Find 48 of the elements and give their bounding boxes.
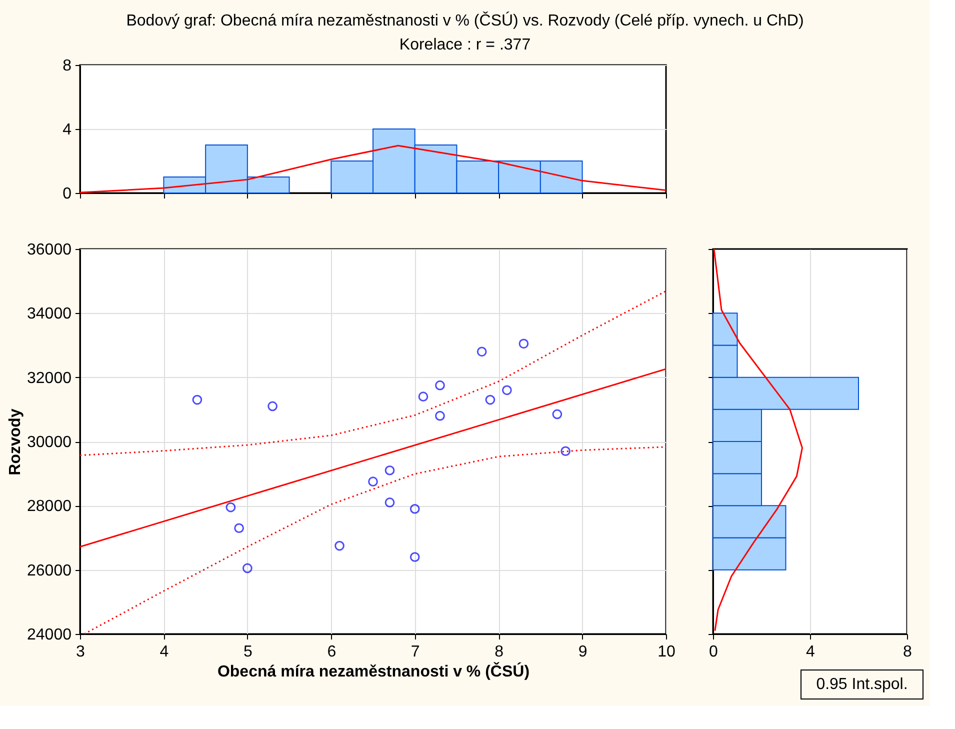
y-tick-label: 36000 <box>27 242 72 258</box>
point <box>368 476 378 487</box>
text: 0.95 Int.spol. <box>816 676 908 693</box>
x-tick-label: 8 <box>903 644 912 660</box>
point <box>268 401 278 412</box>
point <box>242 563 252 574</box>
x-tick-label: 10 <box>658 644 676 660</box>
y-tick-label: 24000 <box>27 626 72 644</box>
chart-title: Bodový graf: Obecná míra nezaměstnanosti v % (ČSÚ) vs. Rozvody (Celé příp. vynech. u ChD) <box>126 11 804 30</box>
point <box>502 385 512 396</box>
y-tick-label: 26000 <box>27 562 72 580</box>
x-tick-label: 9 <box>578 644 588 660</box>
point <box>518 338 529 349</box>
point <box>192 394 202 405</box>
point <box>418 392 428 402</box>
x-tick-label: 6 <box>327 644 336 660</box>
x-tick-label: 8 <box>494 644 504 660</box>
point <box>435 410 445 421</box>
point <box>410 552 420 562</box>
point <box>384 465 395 476</box>
point <box>435 380 445 390</box>
line-series <box>83 446 666 634</box>
point <box>476 346 487 357</box>
y-tick-label: 32000 <box>27 370 72 387</box>
y-tick-label: 28000 <box>27 498 72 516</box>
y-tick-label: 34000 <box>27 306 72 323</box>
point <box>234 523 244 534</box>
x-tick-label: 5 <box>243 644 252 660</box>
point <box>384 498 395 508</box>
point <box>410 504 420 514</box>
point <box>560 446 570 456</box>
x-tick-label: 3 <box>76 644 86 660</box>
x-axis-title: Obecná míra nezaměstnanosti v % (ČSÚ) <box>217 662 530 680</box>
x-tick-label: 7 <box>410 644 420 660</box>
y-tick-label: 30000 <box>27 434 72 451</box>
point <box>552 409 562 420</box>
line-series <box>80 290 666 456</box>
point <box>485 394 496 405</box>
y-tick-label: 0 <box>62 186 72 202</box>
point <box>226 502 236 512</box>
point <box>334 540 344 551</box>
x-tick-label: 4 <box>806 644 816 660</box>
y-tick-label: 8 <box>62 58 72 74</box>
chart-subtitle: Korelace : r = .377 <box>399 36 531 54</box>
x-tick-label: 4 <box>160 644 169 660</box>
y-tick-label: 4 <box>62 122 72 138</box>
x-tick-label: 0 <box>709 644 718 660</box>
y-axis-title: Rozvody <box>7 408 24 476</box>
